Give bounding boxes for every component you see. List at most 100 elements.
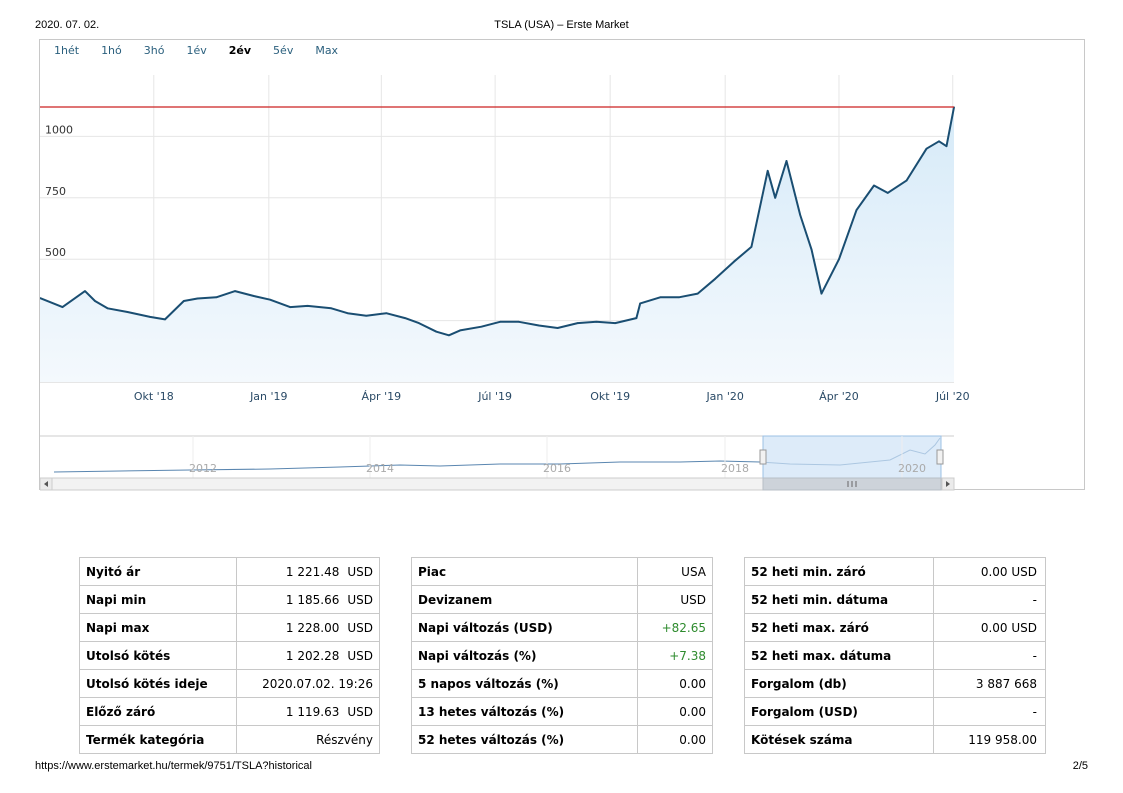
data-point <box>855 209 858 211</box>
table-row: 52 hetes változás (%) 0.00 <box>410 725 713 754</box>
table-row: Utolsó kötés ideje 2020.07.02. 19:26 <box>78 669 380 698</box>
table-row: Napi változás (%) +7.38 <box>410 641 713 670</box>
row-value-cell: +82.65 <box>637 613 713 642</box>
row-value: 1 228.00 <box>285 620 340 635</box>
range-button-Max[interactable]: Max <box>315 44 339 57</box>
table-row: 52 heti max. záró 0.00 USD <box>743 613 1046 642</box>
data-point <box>678 296 680 299</box>
row-value: - <box>1032 648 1037 663</box>
data-point <box>94 300 96 302</box>
range-selector: 1hét 1hó 3hó 1év 2év 5év Max <box>54 44 360 62</box>
row-value: 0.00 USD <box>980 564 1037 579</box>
table-row: Napi min 1 185.66 USD <box>78 585 380 614</box>
row-value: 0.00 <box>679 704 706 719</box>
row-value-cell: 119 958.00 <box>933 725 1046 754</box>
page-number: 2/5 <box>1072 760 1088 772</box>
navigator-tick-label: 2014 <box>366 462 394 475</box>
row-label: 5 napos változás (%) <box>410 669 639 698</box>
x-tick-label: Okt '18 <box>134 390 174 403</box>
data-point <box>938 140 940 143</box>
row-unit: USD <box>347 592 373 607</box>
row-value: 0.00 USD <box>980 620 1037 635</box>
row-label: 52 hetes változás (%) <box>410 725 639 754</box>
range-button-3hó[interactable]: 3hó <box>143 44 165 57</box>
data-point <box>556 327 559 329</box>
data-point <box>945 145 948 148</box>
data-point <box>84 290 86 292</box>
change-info-table: Piac USA Devizanem USD Napi változás (USD) +8… <box>410 557 713 754</box>
table-row: Forgalom (db) 3 887 668 <box>743 669 1046 698</box>
data-point <box>639 302 641 305</box>
data-point <box>750 246 753 248</box>
table-row: Piac USA <box>410 557 713 586</box>
row-value-cell: 0.00 USD <box>933 557 1046 586</box>
row-label: Napi min <box>78 585 238 614</box>
row-label: Forgalom (db) <box>743 669 935 698</box>
row-value-cell: 3 887 668 <box>933 669 1046 698</box>
data-point <box>61 306 64 308</box>
row-label: Napi max <box>78 613 238 642</box>
row-value: 1 202.28 <box>285 648 340 663</box>
data-point <box>182 300 185 302</box>
data-point <box>905 179 908 182</box>
data-point <box>126 311 129 313</box>
row-value: 119 958.00 <box>968 732 1037 747</box>
x-tick-label: Júl '20 <box>935 390 970 403</box>
data-point <box>499 321 501 323</box>
table-row: Kötések száma 119 958.00 <box>743 725 1046 754</box>
row-label: 52 heti max. záró <box>743 613 935 642</box>
scroll-right-icon <box>946 481 950 487</box>
range-button-5év[interactable]: 5év <box>273 44 294 57</box>
table-row: Napi max 1 228.00 USD <box>78 613 380 642</box>
row-value: +7.38 <box>669 648 706 663</box>
row-value-cell: 0.00 USD <box>933 613 1046 642</box>
row-value-cell: 0.00 <box>637 725 713 754</box>
data-point <box>306 305 309 307</box>
row-value: +82.65 <box>661 620 706 635</box>
range-button-1hó[interactable]: 1hó <box>101 44 122 57</box>
range-button-1hét[interactable]: 1hét <box>54 44 80 57</box>
navigator-handle[interactable] <box>759 449 767 465</box>
range-button-1év[interactable]: 1év <box>186 44 207 57</box>
table-row: 13 hetes változás (%) 0.00 <box>410 697 713 726</box>
row-value-cell: USD <box>637 585 713 614</box>
table-row: Forgalom (USD) - <box>743 697 1046 726</box>
table-row: Előző záró 1 119.63 USD <box>78 697 380 726</box>
table-row: Termék kategória Részvény <box>78 725 380 754</box>
row-label: Forgalom (USD) <box>743 697 935 726</box>
data-point <box>149 316 151 318</box>
row-value: 0.00 <box>679 732 706 747</box>
navigator-tick-label: 2020 <box>898 462 926 475</box>
row-value-cell: 1 228.00 USD <box>236 613 380 642</box>
data-point <box>733 260 735 263</box>
data-point <box>106 307 109 310</box>
data-point <box>40 297 41 299</box>
y-tick-label: 750 <box>45 185 66 198</box>
data-point <box>766 169 769 172</box>
row-value-cell: 0.00 <box>637 697 713 726</box>
data-point <box>164 318 166 321</box>
footer-url: https://www.erstemarket.hu/termek/9751/T… <box>35 760 312 772</box>
row-label: Előző záró <box>78 697 238 726</box>
row-unit: USD <box>347 620 373 635</box>
data-point <box>418 322 420 324</box>
price-line <box>40 107 955 337</box>
row-label: 52 heti min. dátuma <box>743 585 935 614</box>
data-point <box>269 298 271 301</box>
row-value-cell: 1 221.48 USD <box>236 557 380 586</box>
row-label: Napi változás (USD) <box>410 613 639 642</box>
x-tick-label: Jan '19 <box>249 390 287 403</box>
row-unit: USD <box>347 564 373 579</box>
data-point <box>925 147 928 150</box>
data-point <box>659 296 661 299</box>
navigator-handle[interactable] <box>936 449 944 465</box>
x-tick-label: Ápr '20 <box>819 390 859 403</box>
data-point <box>480 325 483 328</box>
price-area <box>40 107 954 382</box>
range-button-2év[interactable]: 2év <box>228 44 252 57</box>
row-unit: USD <box>347 648 373 663</box>
data-point <box>838 258 840 260</box>
row-value-cell: 1 202.28 USD <box>236 641 380 670</box>
y-tick-label: 1000 <box>45 123 73 136</box>
row-value: 3 887 668 <box>975 676 1037 691</box>
